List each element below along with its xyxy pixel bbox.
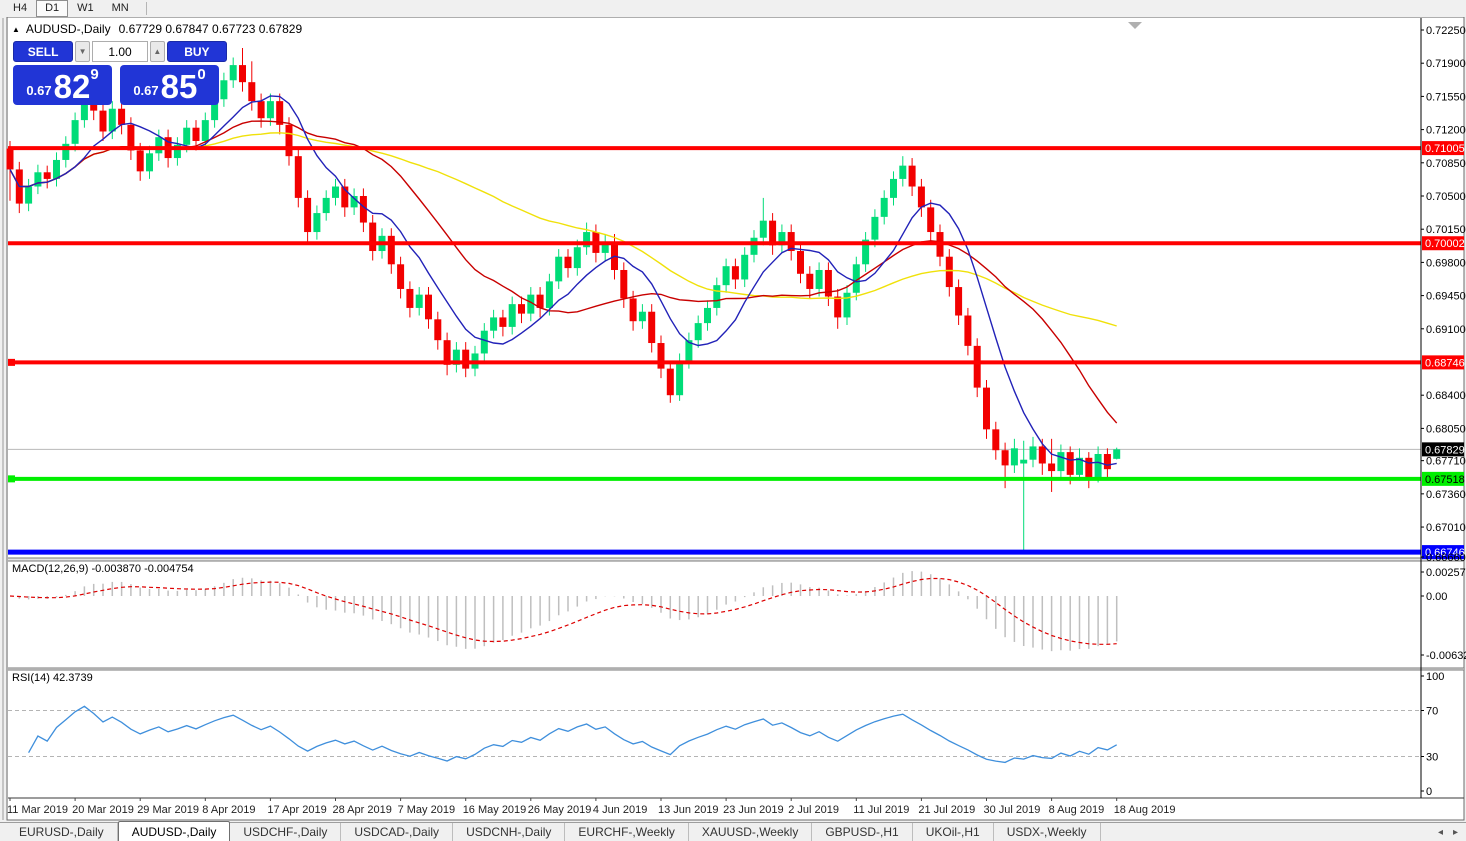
sell-price-sup: 9 bbox=[90, 66, 99, 83]
svg-text:0.68746: 0.68746 bbox=[1425, 357, 1465, 369]
svg-text:8 Apr 2019: 8 Apr 2019 bbox=[202, 804, 255, 816]
svg-text:0.70500: 0.70500 bbox=[1426, 191, 1466, 203]
tab-usdchf-daily[interactable]: USDCHF-,Daily bbox=[230, 823, 342, 841]
scroll-position-triangle-icon bbox=[1128, 22, 1142, 29]
svg-text:16 May 2019: 16 May 2019 bbox=[463, 804, 527, 816]
svg-text:4 Jun 2019: 4 Jun 2019 bbox=[593, 804, 647, 816]
sell-button[interactable]: SELL bbox=[13, 41, 74, 62]
svg-text:20 Mar 2019: 20 Mar 2019 bbox=[72, 804, 134, 816]
rsi-pane-title: RSI(14) 42.3739 bbox=[12, 672, 93, 684]
buy-price-display[interactable]: 0.67 85 0 bbox=[120, 65, 219, 105]
svg-text:0.67518: 0.67518 bbox=[1425, 474, 1465, 486]
timeframe-d1-button[interactable]: D1 bbox=[36, 0, 69, 17]
buy-price-sup: 0 bbox=[197, 66, 206, 83]
tab-audusd-daily[interactable]: AUDUSD-,Daily bbox=[117, 821, 231, 841]
chart-title: ▲ AUDUSD-,Daily 0.67729 0.67847 0.67723 … bbox=[12, 22, 302, 36]
svg-text:23 Jun 2019: 23 Jun 2019 bbox=[723, 804, 784, 816]
svg-text:0.70150: 0.70150 bbox=[1426, 224, 1466, 236]
svg-text:21 Jul 2019: 21 Jul 2019 bbox=[918, 804, 975, 816]
svg-text:0: 0 bbox=[1426, 786, 1432, 798]
sell-price-base: 0.67 bbox=[26, 83, 52, 98]
timeframe-w1-button[interactable]: W1 bbox=[68, 0, 103, 17]
buy-button[interactable]: BUY bbox=[166, 41, 227, 62]
buy-price-big: 85 bbox=[160, 68, 198, 105]
svg-text:13 Jun 2019: 13 Jun 2019 bbox=[658, 804, 719, 816]
svg-text:18 Aug 2019: 18 Aug 2019 bbox=[1114, 804, 1176, 816]
svg-text:0.69450: 0.69450 bbox=[1426, 291, 1466, 303]
svg-text:0.72250: 0.72250 bbox=[1426, 25, 1466, 37]
tab-usdcad-daily[interactable]: USDCAD-,Daily bbox=[341, 823, 454, 841]
svg-text:0.67829: 0.67829 bbox=[1425, 444, 1465, 456]
svg-text:0.66660: 0.66660 bbox=[1426, 552, 1466, 564]
timeframe-h4-button[interactable]: H4 bbox=[4, 0, 36, 17]
svg-text:26 May 2019: 26 May 2019 bbox=[528, 804, 592, 816]
svg-text:17 Apr 2019: 17 Apr 2019 bbox=[267, 804, 326, 816]
buy-price-base: 0.67 bbox=[133, 83, 159, 98]
svg-text:29 Mar 2019: 29 Mar 2019 bbox=[137, 804, 199, 816]
volume-decrease-button[interactable]: ▼ bbox=[75, 41, 90, 62]
tab-ukoil-h1[interactable]: UKOil-,H1 bbox=[913, 823, 994, 841]
tab-eurusd-daily[interactable]: EURUSD-,Daily bbox=[6, 823, 118, 841]
tab-xauusd-weekly[interactable]: XAUUSD-,Weekly bbox=[689, 823, 813, 841]
tabbar-scroll-right-icon[interactable]: ▸ bbox=[1452, 826, 1458, 838]
tab-usdx-weekly[interactable]: USDX-,Weekly bbox=[994, 823, 1101, 841]
svg-text:11 Jul 2019: 11 Jul 2019 bbox=[853, 804, 909, 816]
chart-symbol-label: AUDUSD-,Daily bbox=[25, 22, 111, 36]
chart-ohlc-values: 0.67729 0.67847 0.67723 0.67829 bbox=[118, 22, 303, 36]
svg-text:30: 30 bbox=[1426, 752, 1438, 764]
svg-text:2 Jul 2019: 2 Jul 2019 bbox=[788, 804, 839, 816]
svg-text:0.70850: 0.70850 bbox=[1426, 158, 1466, 170]
svg-text:0.69800: 0.69800 bbox=[1426, 257, 1466, 269]
symbol-tabbar: EURUSD-,Daily AUDUSD-,Daily USDCHF-,Dail… bbox=[0, 821, 1466, 841]
svg-text:0.68050: 0.68050 bbox=[1426, 423, 1466, 435]
svg-text:0.002574: 0.002574 bbox=[1426, 567, 1466, 579]
svg-text:0.67010: 0.67010 bbox=[1426, 522, 1466, 534]
svg-text:0.70002: 0.70002 bbox=[1425, 238, 1465, 250]
svg-text:0.71900: 0.71900 bbox=[1426, 58, 1466, 70]
svg-text:11 Mar 2019: 11 Mar 2019 bbox=[7, 804, 68, 816]
svg-text:70: 70 bbox=[1426, 706, 1438, 718]
toolbar-separator bbox=[145, 2, 147, 15]
svg-text:28 Apr 2019: 28 Apr 2019 bbox=[333, 804, 392, 816]
tab-eurchf-weekly[interactable]: EURCHF-,Weekly bbox=[565, 823, 689, 841]
symbol-collapse-triangle-icon[interactable]: ▲ bbox=[12, 24, 20, 34]
timeframe-mn-button[interactable]: MN bbox=[103, 0, 138, 17]
timeframe-toolbar: H4 D1 W1 MN bbox=[0, 0, 1466, 17]
volume-increase-button[interactable]: ▲ bbox=[150, 41, 165, 62]
svg-text:0.67710: 0.67710 bbox=[1426, 456, 1466, 468]
macd-pane-title: MACD(12,26,9) -0.003870 -0.004754 bbox=[12, 563, 194, 575]
tabbar-scroll-left-icon[interactable]: ◂ bbox=[1437, 826, 1443, 838]
svg-text:30 Jul 2019: 30 Jul 2019 bbox=[984, 804, 1041, 816]
tab-gbpusd-h1[interactable]: GBPUSD-,H1 bbox=[812, 823, 913, 841]
svg-text:0.71550: 0.71550 bbox=[1426, 91, 1466, 103]
svg-text:0.71005: 0.71005 bbox=[1425, 143, 1465, 155]
svg-text:0.71200: 0.71200 bbox=[1426, 125, 1466, 137]
sell-price-big: 82 bbox=[53, 68, 91, 105]
svg-text:100: 100 bbox=[1426, 671, 1444, 683]
tab-usdcnh-daily[interactable]: USDCNH-,Daily bbox=[453, 823, 566, 841]
svg-text:0.00: 0.00 bbox=[1426, 591, 1447, 603]
svg-text:-0.006326: -0.006326 bbox=[1426, 650, 1466, 662]
svg-text:8 Aug 2019: 8 Aug 2019 bbox=[1049, 804, 1105, 816]
svg-text:0.68400: 0.68400 bbox=[1426, 390, 1466, 402]
svg-text:0.69100: 0.69100 bbox=[1426, 324, 1466, 336]
sell-price-display[interactable]: 0.67 82 9 bbox=[13, 65, 112, 105]
svg-text:0.66746: 0.66746 bbox=[1425, 547, 1465, 559]
svg-text:7 May 2019: 7 May 2019 bbox=[398, 804, 455, 816]
one-click-trade-panel: SELL ▼ ▲ BUY 0.67 82 9 0.67 85 0 bbox=[13, 41, 227, 105]
svg-text:0.67360: 0.67360 bbox=[1426, 489, 1466, 501]
volume-input[interactable] bbox=[92, 41, 148, 62]
